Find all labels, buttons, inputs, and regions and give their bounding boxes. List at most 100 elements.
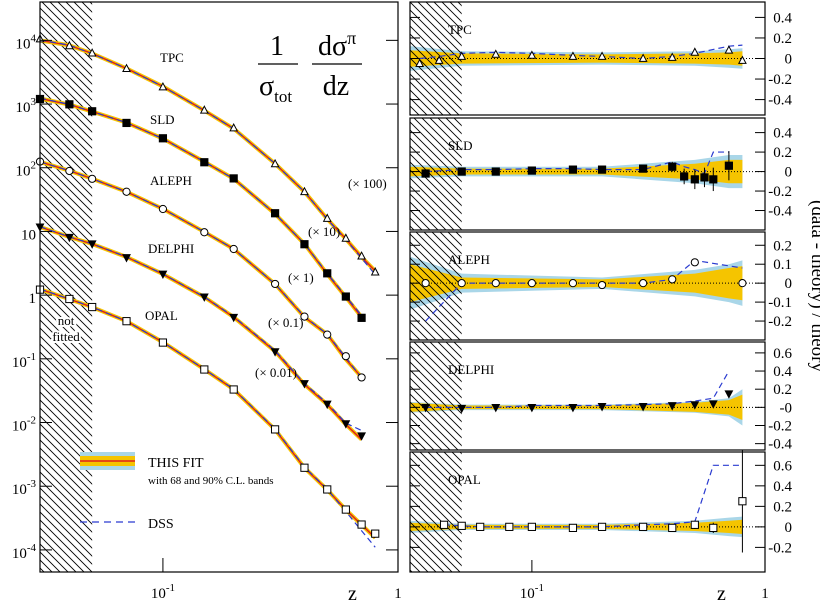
data-point [527,522,536,531]
data-point [300,463,309,472]
y-tick-label: 10-2 [12,415,36,435]
x-tick-label-exp: -1 [166,582,175,594]
data-point [639,522,648,531]
data-point [300,186,309,196]
data-point [65,100,74,109]
data-point [322,400,332,410]
data-point [527,166,536,175]
panel-label: ALEPH [448,252,490,267]
data-point [597,165,607,174]
y-tick-label-base: 10 [16,36,31,52]
data-point [300,380,309,389]
y-tick-label: 0.2 [773,238,792,254]
series-label: TPC [160,50,184,65]
scale-label: (× 0.1) [268,315,304,330]
series-label: SLD [150,112,175,127]
y-tick-label-exp: -2 [27,415,36,427]
data-point [229,123,239,132]
data-point [88,302,97,312]
x-tick-label-base: 10 [520,586,535,602]
data-point [270,279,280,289]
data-point [65,294,74,304]
y-tick-label: -0.2 [768,540,792,556]
y-tick-label: 0.2 [773,31,792,47]
data-point [300,240,309,249]
y-tick-label: 0.1 [773,257,792,273]
x-tick-label: 1 [394,586,402,602]
data-point [457,521,466,530]
data-point [724,390,734,399]
data-point [323,269,332,278]
y-tick-label: 0.4 [773,10,792,26]
data-point [476,522,485,531]
data-point [87,240,97,249]
data-point [690,258,699,267]
y-tick-label-base: 10 [16,164,31,180]
data-point [568,165,578,174]
frame [409,341,766,451]
data-point [568,523,578,532]
y-tick-label: 103 [16,96,37,116]
data-point [638,53,648,62]
formula-symbol: σ [259,71,274,102]
x-tick-label: 1 [761,586,769,602]
y-tick-label: 10-4 [12,542,37,562]
panel-label: SLD [448,138,473,153]
formula-subscript: tot [274,87,292,106]
y-tick-label: 0.2 [773,499,792,515]
data-point [158,204,168,214]
data-point [491,279,500,288]
legend-label: THIS FIT [148,456,204,471]
data-point [457,279,466,288]
data-point [341,292,350,301]
data-point [491,403,501,413]
data-point [690,47,700,56]
y-tick-label: 0.4 [773,126,792,142]
data-point [341,420,351,429]
data-point [357,373,366,382]
excluded-region [410,232,462,340]
data-point [270,348,280,357]
data-point [421,279,430,288]
data-point [709,175,718,184]
scale-label: (× 1) [288,270,314,285]
data-point [597,403,607,412]
data-point [341,505,350,514]
data-point [738,497,747,506]
data-point [122,254,131,263]
data-point [680,172,689,181]
data-point [690,401,700,410]
excluded-region [40,2,93,572]
data-point [639,164,648,173]
excluded-label: not [58,313,75,328]
data-point [724,45,734,54]
data-point [439,520,449,529]
y-tick-label-exp: 4 [31,32,37,44]
data-point [638,403,648,412]
frame [409,1,766,116]
data-point [668,275,677,284]
panel-label: OPAL [448,472,481,487]
data-point [270,425,280,434]
data-point [122,187,131,196]
data-point [65,166,74,176]
data-point [122,317,131,326]
formula-part: dσπ [318,28,356,62]
dss-line [39,97,363,316]
data-point [158,81,168,91]
excluded-region [410,342,462,450]
y-tick-label-exp: -1 [27,351,36,363]
data-point [357,251,367,260]
scale-label: (× 0.01) [255,365,297,380]
data-point [457,167,466,176]
data-point [122,63,131,72]
series-label: ALEPH [150,173,192,188]
data-point [457,51,467,60]
data-point [667,402,677,411]
data-point [568,403,578,413]
x-tick-label: 10-1 [151,582,175,602]
data-point [415,58,425,68]
formula-superscript: π [347,28,356,48]
data-point [270,209,280,218]
